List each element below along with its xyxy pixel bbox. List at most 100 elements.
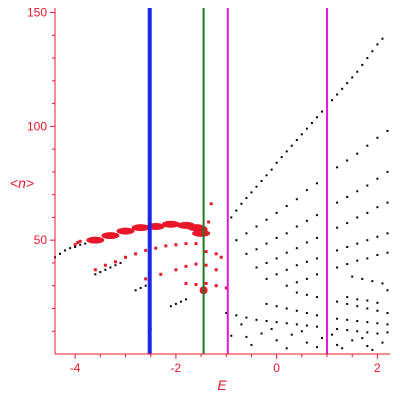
data-point bbox=[366, 321, 369, 324]
data-point bbox=[265, 242, 268, 245]
data-point bbox=[184, 298, 187, 301]
data-point bbox=[305, 260, 308, 263]
highlight-point bbox=[159, 272, 163, 276]
data-point bbox=[265, 302, 268, 305]
data-point bbox=[64, 249, 67, 252]
ticks-layer: -4 -2 0 2 50 100 150 bbox=[27, 6, 381, 375]
large-weight-point bbox=[86, 236, 105, 244]
data-point bbox=[250, 343, 253, 346]
highlight-point bbox=[194, 283, 198, 287]
data-point bbox=[305, 241, 308, 244]
data-point bbox=[356, 190, 359, 193]
data-point bbox=[240, 202, 243, 205]
data-point bbox=[285, 205, 288, 208]
data-point bbox=[336, 166, 339, 169]
data-point bbox=[376, 332, 379, 335]
data-point bbox=[371, 280, 374, 283]
data-point bbox=[179, 300, 182, 303]
data-point bbox=[346, 318, 349, 321]
data-point bbox=[305, 324, 308, 327]
data-point bbox=[275, 321, 278, 324]
data-point bbox=[356, 242, 359, 245]
data-point bbox=[366, 345, 369, 348]
data-point bbox=[300, 133, 303, 136]
data-point bbox=[270, 168, 273, 171]
data-point bbox=[275, 273, 278, 276]
data-point bbox=[104, 268, 107, 271]
data-point bbox=[265, 174, 268, 177]
data-point bbox=[346, 222, 349, 225]
x-tick-label: 0 bbox=[273, 361, 280, 375]
data-point bbox=[114, 264, 117, 267]
data-point bbox=[295, 281, 298, 284]
highlight-point bbox=[214, 284, 218, 288]
data-point bbox=[310, 121, 313, 124]
data-point bbox=[230, 334, 233, 337]
data-point bbox=[356, 298, 359, 301]
data-point bbox=[336, 317, 339, 320]
highlight-point bbox=[113, 260, 117, 264]
data-point bbox=[285, 232, 288, 235]
data-point bbox=[386, 312, 389, 315]
highlight-point bbox=[184, 242, 188, 246]
data-point bbox=[386, 129, 389, 132]
data-point bbox=[109, 266, 112, 269]
data-point bbox=[285, 150, 288, 153]
data-point bbox=[376, 136, 379, 139]
highlight-point bbox=[207, 220, 211, 224]
x-tick-label: -4 bbox=[70, 361, 81, 375]
highlight-point bbox=[164, 244, 168, 248]
x-tick-label: -2 bbox=[171, 361, 182, 375]
highlight-point bbox=[204, 281, 208, 285]
highlight-point bbox=[154, 246, 158, 250]
data-point bbox=[255, 185, 258, 188]
highlight-point bbox=[214, 252, 218, 256]
data-point bbox=[386, 289, 389, 292]
data-point bbox=[336, 327, 339, 330]
data-point bbox=[346, 296, 349, 299]
data-point bbox=[351, 339, 354, 342]
data-point bbox=[84, 242, 87, 245]
highlight-point bbox=[73, 243, 77, 247]
data-point bbox=[285, 347, 288, 350]
data-point bbox=[315, 314, 318, 317]
data-point bbox=[270, 327, 273, 330]
data-point bbox=[356, 216, 359, 219]
data-point bbox=[260, 180, 263, 182]
data-point bbox=[305, 277, 308, 280]
data-point bbox=[376, 235, 379, 238]
data-point bbox=[315, 325, 318, 328]
highlight-point bbox=[214, 268, 218, 272]
data-point bbox=[295, 264, 298, 267]
data-point bbox=[295, 291, 298, 294]
data-point bbox=[366, 211, 369, 214]
data-point bbox=[376, 322, 379, 325]
highlight-point bbox=[93, 268, 97, 272]
data-point bbox=[386, 323, 389, 326]
data-point bbox=[235, 209, 238, 212]
data-point bbox=[255, 266, 258, 269]
data-point bbox=[366, 299, 369, 302]
data-point bbox=[285, 307, 288, 310]
data-point bbox=[305, 312, 308, 315]
data-point bbox=[94, 273, 97, 276]
data-point bbox=[376, 253, 379, 256]
data-point bbox=[376, 309, 379, 312]
data-point bbox=[315, 182, 318, 185]
data-point bbox=[280, 156, 283, 159]
highlight-point bbox=[224, 286, 228, 290]
data-point bbox=[361, 337, 364, 340]
highlight-point bbox=[134, 252, 138, 256]
data-point bbox=[285, 268, 288, 271]
data-point bbox=[235, 314, 238, 317]
data-point bbox=[285, 284, 288, 287]
data-point bbox=[99, 271, 102, 274]
y-tick-label: 50 bbox=[34, 233, 48, 247]
data-point bbox=[260, 332, 263, 335]
data-point bbox=[300, 330, 303, 333]
data-point bbox=[255, 318, 258, 321]
data-point bbox=[346, 195, 349, 198]
large-weight-point bbox=[161, 220, 180, 228]
data-point bbox=[371, 50, 374, 53]
data-point bbox=[376, 43, 379, 46]
